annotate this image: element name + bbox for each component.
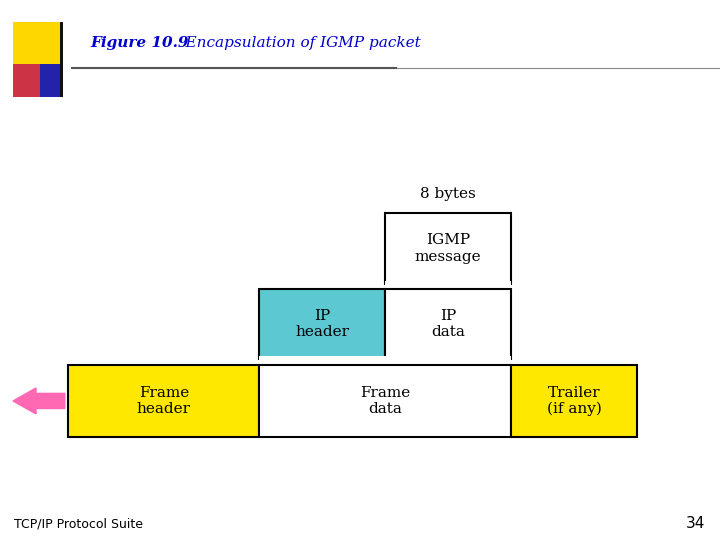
Text: IP
data: IP data <box>431 309 465 339</box>
Text: Frame
data: Frame data <box>360 386 410 416</box>
Bar <box>68 364 259 437</box>
Bar <box>259 289 385 359</box>
Bar <box>60 22 63 97</box>
Bar <box>385 213 511 284</box>
Bar <box>13 22 60 65</box>
Text: Frame
header: Frame header <box>137 386 191 416</box>
Bar <box>259 364 511 437</box>
Text: IGMP
message: IGMP message <box>415 233 482 264</box>
Text: 8 bytes: 8 bytes <box>420 187 476 201</box>
Bar <box>385 289 511 359</box>
Text: TCP/IP Protocol Suite: TCP/IP Protocol Suite <box>14 517 143 530</box>
Text: Trailer
(if any): Trailer (if any) <box>546 386 602 416</box>
Bar <box>13 64 40 97</box>
Bar <box>259 356 511 365</box>
Text: Encapsulation of IGMP packet: Encapsulation of IGMP packet <box>166 36 420 50</box>
Text: 34: 34 <box>686 516 706 531</box>
Bar <box>385 281 511 289</box>
FancyArrow shape <box>13 388 65 414</box>
Bar <box>40 64 60 97</box>
Text: Figure 10.9: Figure 10.9 <box>90 36 189 50</box>
Bar <box>511 364 637 437</box>
Text: IP
header: IP header <box>295 309 349 339</box>
